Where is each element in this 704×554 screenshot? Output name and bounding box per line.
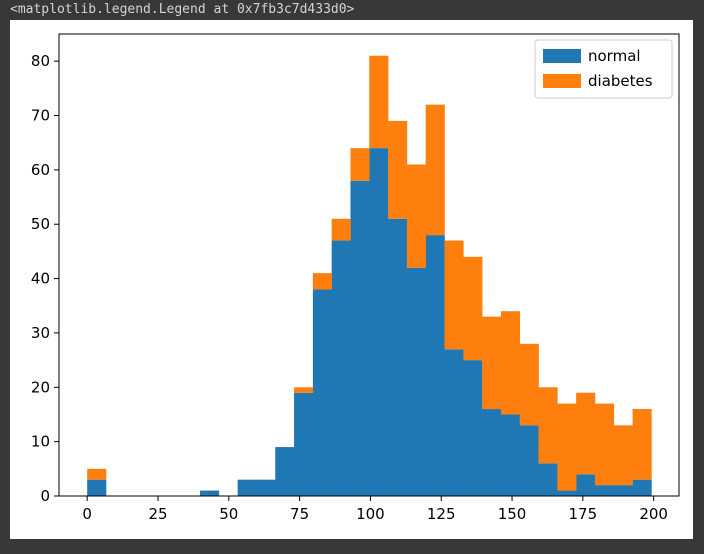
bar-normal-0: [87, 479, 107, 496]
x-tick-label: 200: [639, 505, 668, 523]
x-tick-label: 75: [290, 505, 309, 523]
figure: 0 25 50 75 100 125 150 175 200 0 10 20 30 40 50 60 70 80…: [10, 20, 693, 539]
bar-normal-24: [538, 463, 558, 496]
bar-normal-25: [557, 490, 577, 496]
bar-diabetes-13: [331, 218, 351, 241]
bar-diabetes-17: [406, 164, 427, 268]
y-tick-label: 80: [31, 52, 50, 70]
legend-swatch-diabetes: [543, 74, 581, 88]
bar-normal-12: [312, 289, 332, 496]
bar-diabetes-26: [576, 392, 596, 475]
bar-normal-20: [463, 360, 483, 496]
bar-diabetes-24: [538, 387, 558, 464]
x-tick-label: 50: [219, 505, 238, 523]
y-tick-label: 70: [31, 107, 50, 125]
bar-normal-18: [425, 235, 445, 497]
legend-label-normal: normal: [588, 47, 641, 65]
bar-diabetes-16: [388, 120, 408, 219]
bar-diabetes-15: [369, 55, 389, 149]
bar-diabetes-19: [444, 240, 464, 350]
bar-diabetes-27: [594, 403, 615, 486]
x-tick-label: 150: [498, 505, 527, 523]
bar-normal-22: [500, 414, 521, 496]
bar-normal-13: [331, 240, 351, 496]
bar-diabetes-29: [632, 409, 652, 480]
bar-normal-16: [388, 218, 408, 497]
histogram-chart: 0 25 50 75 100 125 150 175 200 0 10 20 30 40 50 60 70 80…: [31, 33, 680, 523]
legend: normal diabetes: [534, 39, 673, 99]
bar-diabetes-28: [613, 425, 633, 486]
bar-normal-8: [237, 479, 257, 496]
bar-normal-17: [406, 267, 427, 496]
y-tick-label: 30: [31, 324, 50, 342]
bar-diabetes-21: [482, 316, 502, 410]
x-tick-label: 25: [148, 505, 167, 523]
bar-normal-19: [444, 349, 464, 496]
y-tick-label: 10: [31, 433, 50, 451]
x-tick-label: 0: [82, 505, 92, 523]
bar-normal-9: [256, 479, 276, 496]
bar-normal-29: [632, 479, 652, 496]
y-tick-label: 0: [40, 487, 50, 505]
y-axis: 0 10 20 30 40 50 60 70 80: [31, 52, 59, 505]
bar-diabetes-12: [312, 273, 332, 290]
bar-normal-26: [576, 474, 596, 496]
bar-diabetes-25: [557, 403, 577, 491]
bar-normal-10: [275, 447, 295, 496]
cell-output-text: <matplotlib.legend.Legend at 0x7fb3c7d43…: [10, 2, 355, 17]
bar-normal-21: [482, 409, 502, 496]
x-axis: 0 25 50 75 100 125 150 175 200: [82, 496, 668, 523]
bar-diabetes-14: [350, 148, 370, 181]
bar-diabetes-0: [87, 468, 107, 480]
x-tick-label: 175: [569, 505, 598, 523]
bar-diabetes-11: [294, 387, 314, 393]
plot-frame: [58, 33, 680, 497]
bar-normal-27: [594, 485, 615, 496]
bar-normal-6: [200, 490, 220, 496]
bar-normal-28: [613, 485, 633, 496]
bar-normal-23: [519, 425, 539, 496]
bar-diabetes-20: [463, 256, 483, 361]
y-tick-label: 50: [31, 215, 50, 233]
y-tick-label: 40: [31, 270, 50, 288]
x-tick-label: 100: [356, 505, 385, 523]
bar-diabetes-23: [519, 343, 539, 426]
y-tick-label: 60: [31, 161, 50, 179]
legend-label-diabetes: diabetes: [588, 72, 653, 90]
bar-diabetes-22: [500, 311, 521, 415]
y-tick-label: 20: [31, 378, 50, 396]
bar-normal-11: [294, 392, 314, 496]
bar-diabetes-18: [425, 104, 445, 236]
bar-normal-14: [350, 180, 370, 496]
x-tick-label: 125: [427, 505, 456, 523]
legend-swatch-normal: [543, 49, 581, 63]
bars-group: [87, 55, 652, 497]
bar-normal-15: [369, 148, 389, 496]
